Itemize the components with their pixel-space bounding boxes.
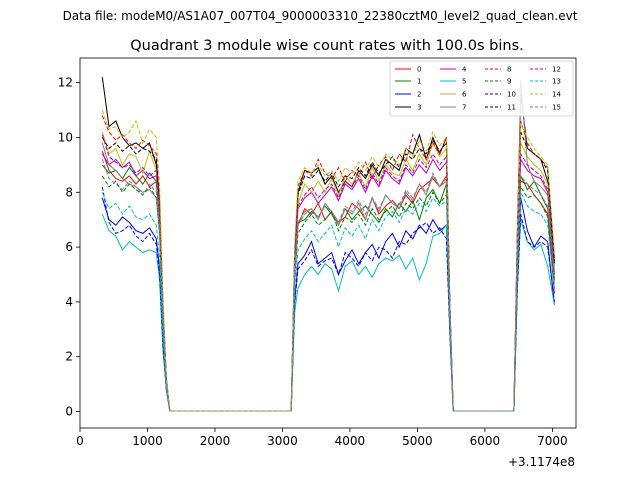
legend-label-10: 10	[507, 91, 516, 99]
x-tick-label: 3000	[267, 434, 298, 448]
y-tick-label: 2	[65, 350, 73, 364]
series-line-12	[101, 134, 555, 412]
x-tick-label: 4000	[335, 434, 366, 448]
legend-label-7: 7	[462, 104, 466, 112]
x-tick-label: 6000	[470, 434, 501, 448]
y-tick-label: 0	[65, 405, 73, 419]
axes-frame	[79, 57, 577, 429]
legend-label-14: 14	[552, 91, 561, 99]
legend-label-8: 8	[507, 66, 511, 74]
legend-label-11: 11	[507, 104, 516, 112]
x-tick-label: 0	[76, 434, 84, 448]
legend-label-9: 9	[507, 78, 511, 86]
legend-label-5: 5	[462, 78, 466, 86]
x-offset-label: +3.1174e8	[508, 455, 575, 469]
x-tick-label: 2000	[200, 434, 231, 448]
plot-series	[101, 77, 555, 412]
y-tick-label: 6	[65, 240, 73, 254]
legend-label-2: 2	[417, 91, 421, 99]
chart-title: Quadrant 3 module wise count rates with …	[130, 38, 524, 54]
x-tick-label: 1000	[132, 434, 163, 448]
legend-label-12: 12	[552, 66, 561, 74]
legend-label-3: 3	[417, 104, 421, 112]
series-line-13	[101, 192, 555, 412]
legend-label-15: 15	[552, 104, 561, 112]
y-tick-label: 10	[58, 130, 73, 144]
chart-suptitle: Data file: modeM0/AS1A07_007T04_90000033…	[63, 9, 578, 23]
x-tick-label: 5000	[402, 434, 433, 448]
series-line-15	[101, 159, 555, 412]
y-tick-label: 12	[58, 76, 73, 90]
legend-label-4: 4	[462, 66, 467, 74]
x-tick-label: 7000	[537, 434, 568, 448]
y-tick-label: 4	[65, 295, 73, 309]
legend-box	[389, 60, 574, 117]
y-tick-label: 8	[65, 185, 73, 199]
legend-label-6: 6	[462, 91, 467, 99]
legend-label-13: 13	[552, 78, 561, 86]
legend-label-1: 1	[417, 78, 421, 86]
series-line-9	[101, 175, 555, 412]
series-line-10	[101, 186, 555, 412]
legend-label-0: 0	[417, 66, 421, 74]
